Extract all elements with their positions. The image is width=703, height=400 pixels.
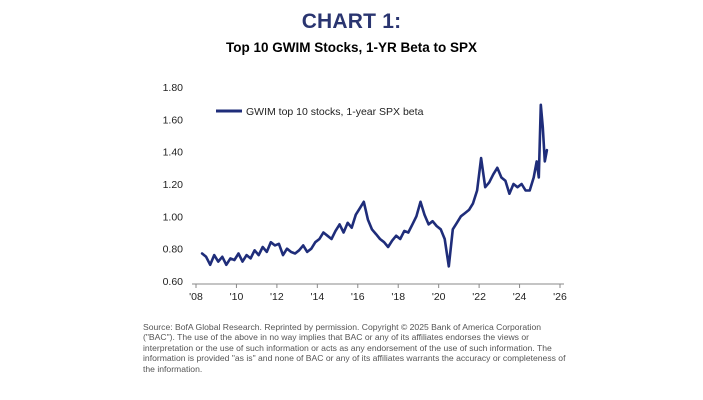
legend: GWIM top 10 stocks, 1-year SPX beta [216,106,424,118]
x-tick-label: '12 [270,291,284,303]
series-line [200,103,549,268]
x-tick-label: '20 [432,291,446,303]
y-tick-label: 1.00 [163,211,184,223]
line-chart: 0.60 0.80 1.00 1.20 1.40 1.60 1.80 '08 '10 '12 '1… [163,82,567,303]
legend-label: GWIM top 10 stocks, 1-year SPX beta [246,106,424,118]
chart-heading: CHART 1: [301,10,402,33]
chart-title: Top 10 GWIM Stocks, 1-YR Beta to SPX [225,40,478,55]
y-tick-label: 1.40 [163,147,184,159]
x-tick-label: '26 [553,291,567,303]
source-note: Source: BofA Global Research. Reprinted … [143,322,566,374]
y-tick-label: 0.60 [163,276,184,288]
x-tick-label: '18 [391,291,405,303]
x-tick-label: '24 [513,291,527,303]
x-tick-label: '10 [230,291,244,303]
series-layer [200,103,549,268]
x-tick-label: '16 [351,291,365,303]
y-tick-label: 0.80 [163,244,184,256]
y-tick-label: 1.20 [163,179,184,191]
x-tick-label: '14 [310,291,324,303]
x-tick-label: '08 [189,291,203,303]
x-axis: '08 '10 '12 '14 '16 '18 '20 '22 '24 '26 [189,283,567,303]
y-tick-label: 1.60 [163,114,184,126]
y-axis: 0.60 0.80 1.00 1.20 1.40 1.60 1.80 [163,82,184,288]
y-tick-label: 1.80 [163,82,184,94]
x-tick-label: '22 [472,291,486,303]
